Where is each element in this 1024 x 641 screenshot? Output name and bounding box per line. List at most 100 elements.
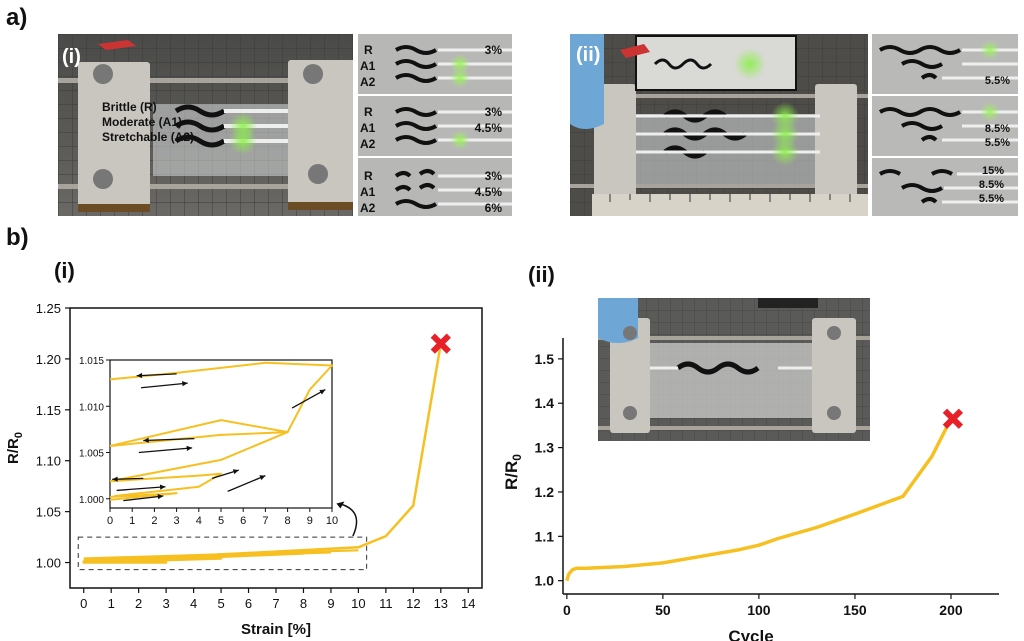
y-tick-label: 1.5: [535, 351, 555, 367]
inset-x-tick-label: 7: [262, 515, 268, 527]
arrow-shaft: [123, 495, 164, 502]
photo-a-i-main: Brittle (R) Moderate (A1) Stretchable (A…: [58, 34, 353, 216]
inset-a-ii-strains: 5.5% 8.5% 5.5% 15% 8.5% 5.5%: [979, 75, 1010, 205]
y-tick-label: 1.15: [36, 403, 61, 418]
y-tick-label: 1.10: [36, 454, 61, 469]
failure-cross-stroke: [942, 408, 964, 429]
arrow-head: [159, 484, 166, 490]
strain-label: 15%: [982, 165, 1004, 177]
label-stretchable: Stretchable (A2): [102, 130, 195, 144]
y-tick-label: 1.05: [36, 505, 61, 520]
strain-label: 3%: [485, 105, 503, 119]
label-moderate: Moderate (A1): [102, 115, 183, 129]
inset-x-tick-label: 1: [129, 515, 135, 527]
arrow-head: [186, 445, 193, 451]
x-tick-label: 9: [327, 596, 334, 611]
failure-marker: [942, 408, 964, 429]
direction-arrow: [123, 494, 164, 502]
arrow-head: [182, 381, 188, 387]
photo-b-ii: [598, 298, 870, 441]
arrow-shaft: [136, 373, 177, 377]
panel-label-a-i: (i): [62, 46, 81, 68]
arrow-head: [259, 475, 266, 481]
row-label: R: [364, 105, 373, 119]
arrow-head: [136, 372, 143, 379]
direction-arrow: [227, 475, 266, 492]
inset-x-tick-label: 5: [218, 515, 224, 527]
x-tick-label: 4: [190, 596, 197, 611]
panel-label-a-ii: (ii): [576, 44, 601, 66]
failure-cross-stroke: [430, 333, 451, 354]
y-tick-label: 1.0: [535, 573, 555, 589]
row-label: A1: [360, 59, 376, 73]
direction-arrow: [136, 372, 177, 379]
x-tick-label: 100: [747, 602, 771, 618]
y-tick-label: 1.1: [535, 528, 555, 544]
arrow-shaft: [116, 486, 166, 492]
direction-arrow: [116, 484, 166, 492]
panel-label-a: a): [6, 4, 28, 31]
inset-y-tick-label: 1.005: [79, 449, 104, 460]
row-label: A2: [360, 137, 376, 151]
specimen-labels: Brittle (R) Moderate (A1) Stretchable (A…: [102, 100, 194, 145]
y-tick-label: 1.4: [535, 395, 555, 411]
x-tick-label: 14: [461, 596, 475, 611]
x-tick-label: 7: [272, 596, 279, 611]
x-tick-label: 11: [379, 596, 393, 611]
x-tick-label: 6: [245, 596, 252, 611]
strain-label: 8.5%: [979, 179, 1004, 191]
inset-x-tick-label: 0: [107, 515, 113, 527]
inset-x-tick-label: 10: [326, 515, 338, 527]
chart-cycle-resistance: 0 50 100 150 200 1.0 1.1 1.2 1.3 1.4 1.5 Cycle R/R0: [502, 338, 999, 641]
label-brittle: Brittle (R): [102, 100, 157, 114]
direction-arrow: [112, 476, 144, 482]
zoom-arrow: [341, 503, 358, 537]
inset-series-line: [109, 492, 178, 501]
strain-label: 5.5%: [985, 75, 1010, 87]
inset-y-tick-label: 1.010: [79, 402, 104, 413]
inset-x-tick-label: 9: [307, 515, 313, 527]
inset-x-tick-label: 4: [196, 515, 202, 527]
failure-marker: [430, 333, 451, 354]
direction-arrow: [138, 445, 193, 454]
arrow-head: [112, 476, 118, 482]
x-axis-label: Strain [%]: [241, 621, 311, 638]
photo-a-ii-insets: 5.5% 8.5% 5.5% 15% 8.5% 5.5%: [872, 34, 1018, 216]
photo-a-i-insets: R A1 A2 R A1 A2 R A1 A2 3% 3% 4.5% 3% 4.…: [358, 34, 512, 216]
row-label: A1: [360, 185, 376, 199]
strain-label: 5.5%: [985, 137, 1010, 149]
x-tick-label: 12: [406, 596, 420, 611]
direction-arrow: [211, 469, 239, 480]
inset-x-tick-label: 8: [285, 515, 291, 527]
strain-label: 8.5%: [985, 123, 1010, 135]
y-tick-label: 1.2: [535, 484, 555, 500]
y-tick-label: 1.3: [535, 440, 555, 456]
strain-label: 3%: [485, 169, 503, 183]
zoom-arrow-head: [336, 501, 345, 509]
photo-a-ii-main: (ii): [570, 34, 868, 216]
direction-arrow: [141, 381, 188, 389]
x-tick-label: 0: [80, 596, 87, 611]
arrow-head: [319, 389, 326, 395]
arrow-head: [232, 469, 239, 475]
arrow-shaft: [227, 475, 266, 492]
x-axis-label: Cycle: [728, 627, 773, 641]
x-tick-label: 150: [843, 602, 867, 618]
strain-label: 4.5%: [475, 185, 503, 199]
arrow-shaft: [138, 447, 193, 454]
row-label: R: [364, 43, 373, 57]
x-tick-label: 2: [135, 596, 142, 611]
x-tick-label: 200: [939, 602, 963, 618]
x-tick-label: 1: [108, 596, 115, 611]
row-label: R: [364, 169, 373, 183]
y-tick-label: 1.20: [36, 352, 61, 367]
x-tick-label: 8: [300, 596, 307, 611]
arrow-shaft: [291, 389, 326, 409]
row-label: A2: [360, 75, 376, 89]
y-axis-label: R/R0: [5, 432, 25, 464]
x-tick-label: 3: [163, 596, 170, 611]
panel-label-b-ii: (ii): [528, 262, 555, 287]
direction-arrow: [143, 437, 195, 443]
chart-strain-resistance: 0 1 2 3 4 5 6 7 8 9 10 11 12 13 141.001.051.101.151.20…: [5, 301, 483, 638]
inset-series-line: [109, 361, 333, 447]
